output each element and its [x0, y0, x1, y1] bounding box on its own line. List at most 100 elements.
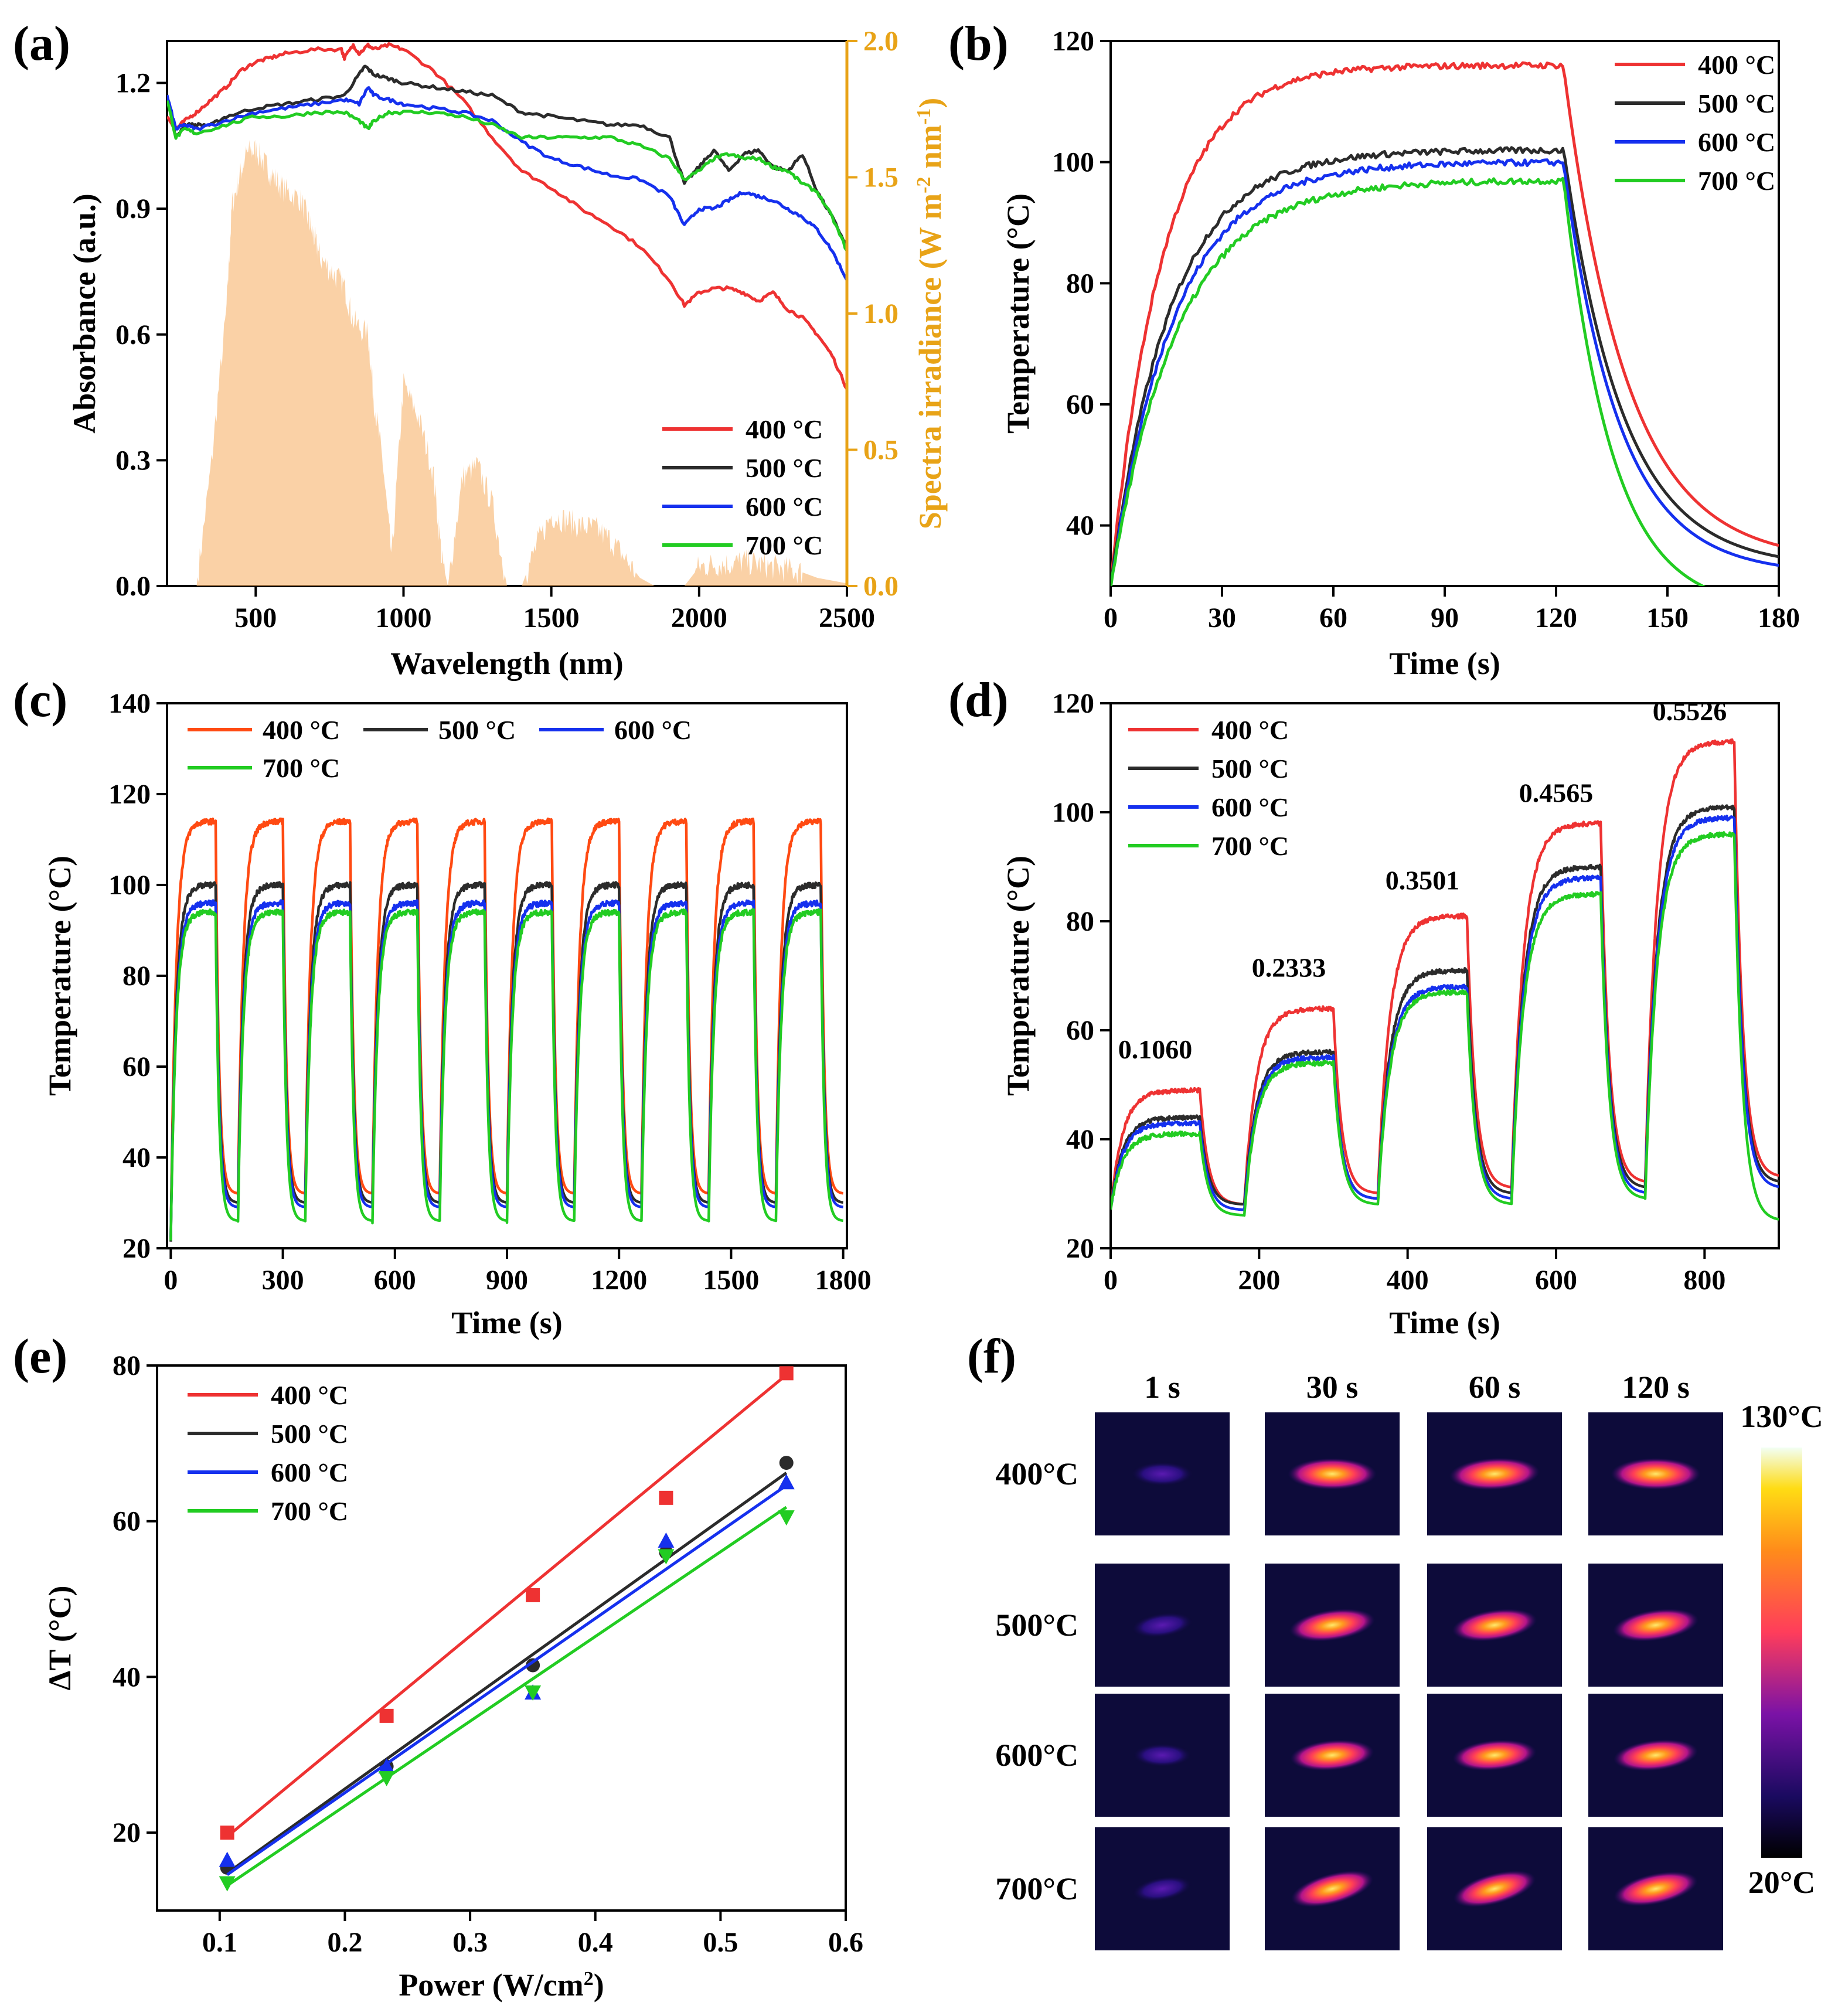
hot-spot: [1291, 1870, 1374, 1908]
ir-image: [1265, 1412, 1400, 1535]
chart-a-absorbance: 500 1000 1500 2000 25000.00.30.60.91.20.00.5…: [67, 26, 948, 681]
plot-frame: [1109, 40, 1780, 587]
data-point: [526, 1658, 540, 1673]
data-point: [220, 1826, 234, 1840]
y2-tick-label: 1.0: [863, 298, 898, 329]
temp-curve-400: [1111, 61, 1779, 585]
data-point: [658, 1532, 675, 1548]
fit-line-500: [226, 1472, 788, 1875]
y-tick-label: 0.9: [115, 193, 151, 224]
y-tick-label: 60: [1066, 389, 1094, 420]
x-tick-label: 1000: [375, 602, 431, 634]
y-tick-label: 0.3: [115, 445, 151, 476]
y2-tick-label: 0.5: [863, 435, 898, 466]
panel-label-f: (f): [967, 1329, 1016, 1384]
y2-tick-label: 2.0: [863, 26, 898, 57]
absorbance-line-600: [167, 86, 847, 281]
y-tick-label: 40: [113, 1661, 141, 1693]
legend-label: 700 °C: [1211, 831, 1289, 861]
x-tick-label: 0: [1104, 1265, 1118, 1296]
data-point: [779, 1456, 794, 1470]
ir-image: [1265, 1827, 1400, 1950]
legend-label: 400 °C: [1211, 715, 1289, 745]
y-tick-label: 0.6: [115, 319, 151, 350]
x-tick-label: 30: [1208, 602, 1236, 634]
ir-image: [1427, 1412, 1562, 1535]
y-tick-label: 40: [1066, 1124, 1094, 1155]
legend-label: 400 °C: [263, 715, 340, 745]
ir-image: [1588, 1564, 1723, 1687]
x-tick-label: 60: [1319, 602, 1347, 634]
x-tick-label: 2000: [671, 602, 727, 634]
time-label: 120 s: [1622, 1370, 1690, 1405]
x-tick-label: 900: [486, 1265, 528, 1296]
ir-image: [1427, 1564, 1562, 1687]
data-point: [658, 1549, 675, 1565]
power-label: 0.4565: [1519, 778, 1594, 808]
data-point: [526, 1588, 540, 1602]
fit-line-400: [226, 1374, 788, 1838]
x-tick-label: 2500: [819, 602, 875, 634]
x-tick-label: 0.5: [703, 1927, 738, 1958]
x-tick-label: 0.1: [202, 1927, 237, 1958]
y-axis-label: Temperature (°C): [1000, 856, 1036, 1096]
x-tick-label: 1200: [591, 1265, 647, 1296]
hot-spot: [1614, 1739, 1698, 1771]
legend-label: 500 °C: [271, 1419, 348, 1449]
absorbance-line-400: [167, 42, 847, 390]
panel-label-e: (e): [13, 1329, 67, 1384]
panel-label-a: (a): [13, 16, 70, 71]
legend-label: 400 °C: [746, 414, 823, 444]
x-axis-label: Time (s): [451, 1305, 562, 1340]
x-tick-label: 500: [234, 602, 277, 634]
x-tick-label: 600: [374, 1265, 416, 1296]
power-label: 0.1060: [1118, 1034, 1193, 1064]
temp-curve-700: [1111, 177, 1706, 586]
y-tick-label: 40: [122, 1142, 151, 1173]
y-tick-label: 120: [108, 779, 151, 810]
power-label: 0.5526: [1653, 696, 1727, 726]
hot-spot: [1289, 1609, 1375, 1642]
power-step-curve-700: [1111, 831, 1779, 1221]
ir-image: [1265, 1694, 1400, 1817]
hot-spot: [1131, 1875, 1193, 1902]
x-tick-label: 300: [262, 1265, 304, 1296]
chart-e-delta-t-vs-power: 0.1 0.2 0.3 0.4 0.5 0.6 20 40 60 80 Power (W/cm2) Δ…: [42, 1350, 863, 2003]
plot-area: [169, 817, 844, 1242]
hot-spot: [1290, 1739, 1374, 1771]
legend-label: 600 °C: [1211, 792, 1289, 822]
panel-label-d: (d): [948, 673, 1009, 727]
ir-image: [1427, 1694, 1562, 1817]
temp-curve-500: [1111, 146, 1779, 586]
data-point: [778, 1510, 795, 1526]
plot-frame: [156, 1364, 847, 1912]
y-tick-label: 80: [1066, 268, 1094, 299]
hot-spot: [1132, 1743, 1193, 1768]
power-step-curve-400: [1111, 738, 1779, 1210]
hot-spot: [1614, 1871, 1698, 1906]
colorbar-max-label: 130°C: [1740, 1399, 1821, 1434]
fit-line-700: [226, 1506, 788, 1887]
data-point: [778, 1474, 795, 1490]
data-point: [379, 1708, 394, 1723]
hot-spot: [1453, 1870, 1536, 1908]
hot-spot: [1611, 1457, 1701, 1490]
ir-image: [1588, 1412, 1723, 1535]
power-label: 0.2333: [1252, 952, 1326, 982]
legend-label: 500 °C: [1211, 754, 1289, 784]
y-tick-label: 0.0: [115, 571, 151, 602]
y-tick-label: 120: [1052, 688, 1094, 719]
temp-curve-600: [1111, 158, 1779, 584]
power-step-curve-600: [1111, 815, 1779, 1212]
panel-label-c: (c): [13, 673, 67, 727]
ir-image: [1095, 1827, 1230, 1950]
y-axis-label: ΔT (°C): [42, 1586, 77, 1691]
legend-label: 500 °C: [746, 453, 823, 483]
x-tick-label: 0.6: [828, 1927, 863, 1958]
temperature-row-label: 500°C: [995, 1608, 1078, 1643]
y-tick-label: 140: [108, 688, 151, 719]
x-axis-label: Power (W/cm2): [399, 1967, 604, 2003]
power-label: 0.3501: [1386, 866, 1460, 895]
legend-label: 700 °C: [263, 753, 340, 783]
